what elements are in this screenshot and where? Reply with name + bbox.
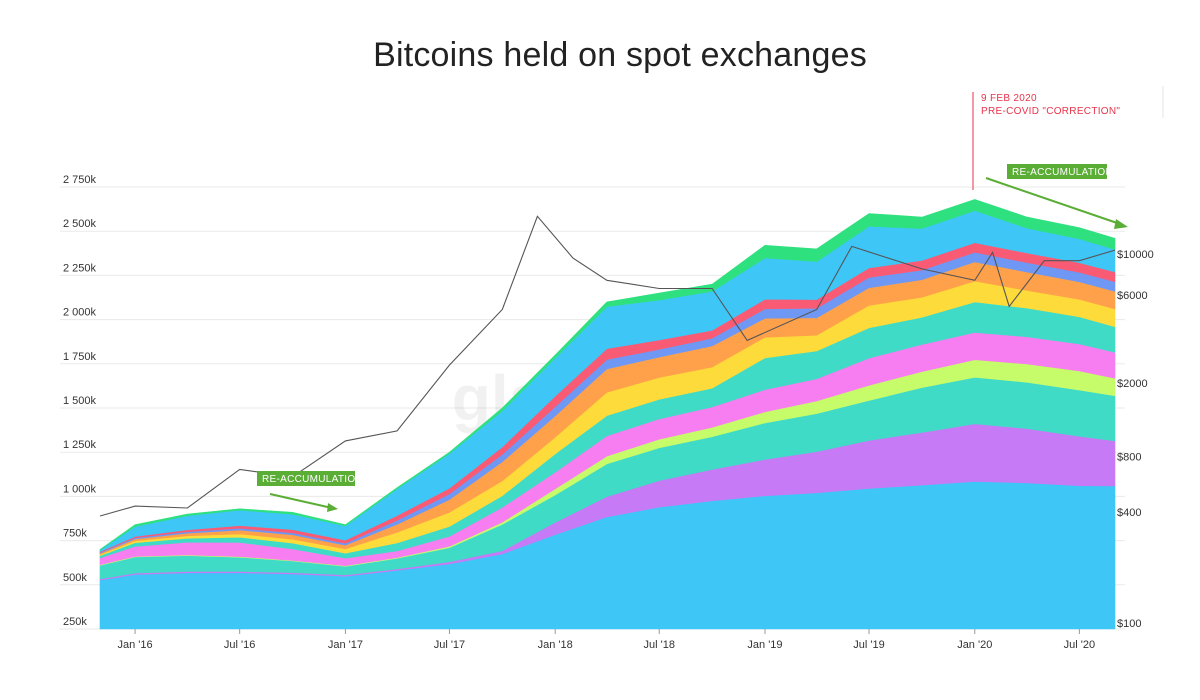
- y-right-tick-label: $400: [1117, 507, 1141, 519]
- x-tick-label: Jan '18: [538, 639, 573, 651]
- x-tick-label: Jul '19: [853, 639, 884, 651]
- y-left-tick-label: 1 250k: [63, 439, 97, 451]
- x-tick-label: Jan '20: [957, 639, 992, 651]
- y-right-tick-label: $10000: [1117, 249, 1154, 261]
- y-left-tick-label: 2 250k: [63, 262, 97, 274]
- y-left-tick-label: 1 000k: [63, 483, 97, 495]
- annotation-badge-2: [1007, 164, 1107, 179]
- annotation-correction: PRE-COVID "CORRECTION": [981, 106, 1120, 117]
- x-tick-label: Jan '16: [117, 639, 152, 651]
- annotation-badge-1: [257, 471, 355, 486]
- annotation-text-1: RE-ACCUMULATION: [262, 474, 363, 485]
- x-tick-label: Jan '19: [747, 639, 782, 651]
- x-tick-label: Jul '16: [224, 639, 255, 651]
- annotation-arrow-1: [269, 493, 333, 509]
- x-tick-label: Jul '17: [434, 639, 465, 651]
- annotation-arrowhead-2: [1114, 219, 1128, 229]
- y-right-tick-label: $100: [1117, 618, 1141, 630]
- y-axis-left: 250k 500k 750k 1 000k 1 250k 1 500k 1 750k 2 00…: [63, 174, 97, 628]
- y-right-tick-label: $800: [1117, 451, 1141, 463]
- chart-title: Bitcoins held on spot exchanges: [373, 36, 867, 74]
- annotations: RE-ACCUMULATION 9 FEB 2020 PRE-COVID "CO…: [257, 86, 1164, 512]
- annotation-text-2: RE-ACCUMULATION: [1012, 167, 1113, 178]
- y-left-tick-label: 1 500k: [63, 395, 97, 407]
- y-left-tick-label: 2 500k: [63, 218, 97, 230]
- y-right-tick-label: $6000: [1117, 290, 1148, 302]
- y-left-tick-label: 250k: [63, 616, 87, 628]
- y-left-tick-label: 2 750k: [63, 174, 97, 186]
- y-left-tick-label: 1 750k: [63, 351, 97, 363]
- x-tick-label: Jul '18: [644, 639, 675, 651]
- stacked-areas: [99, 199, 1116, 630]
- y-left-tick-label: 2 000k: [63, 307, 97, 319]
- annotation-arrow-2: [985, 177, 1121, 225]
- y-left-tick-label: 750k: [63, 528, 87, 540]
- x-tick-label: Jan '17: [328, 639, 363, 651]
- y-left-tick-label: 500k: [63, 572, 87, 584]
- annotation-date: 9 FEB 2020: [981, 93, 1037, 104]
- area-band: [99, 199, 1116, 551]
- y-right-tick-label: $2000: [1117, 378, 1148, 390]
- x-tick-label: Jul '20: [1064, 639, 1095, 651]
- annotation-arrowhead-1: [327, 503, 338, 512]
- y-axis-right: $100 $400 $800 $2000 $6000 $10000: [1117, 249, 1154, 630]
- x-axis: Jan '16 Jul '16 Jan '17 Jul '17 Jan '18 Jul '…: [117, 629, 1095, 651]
